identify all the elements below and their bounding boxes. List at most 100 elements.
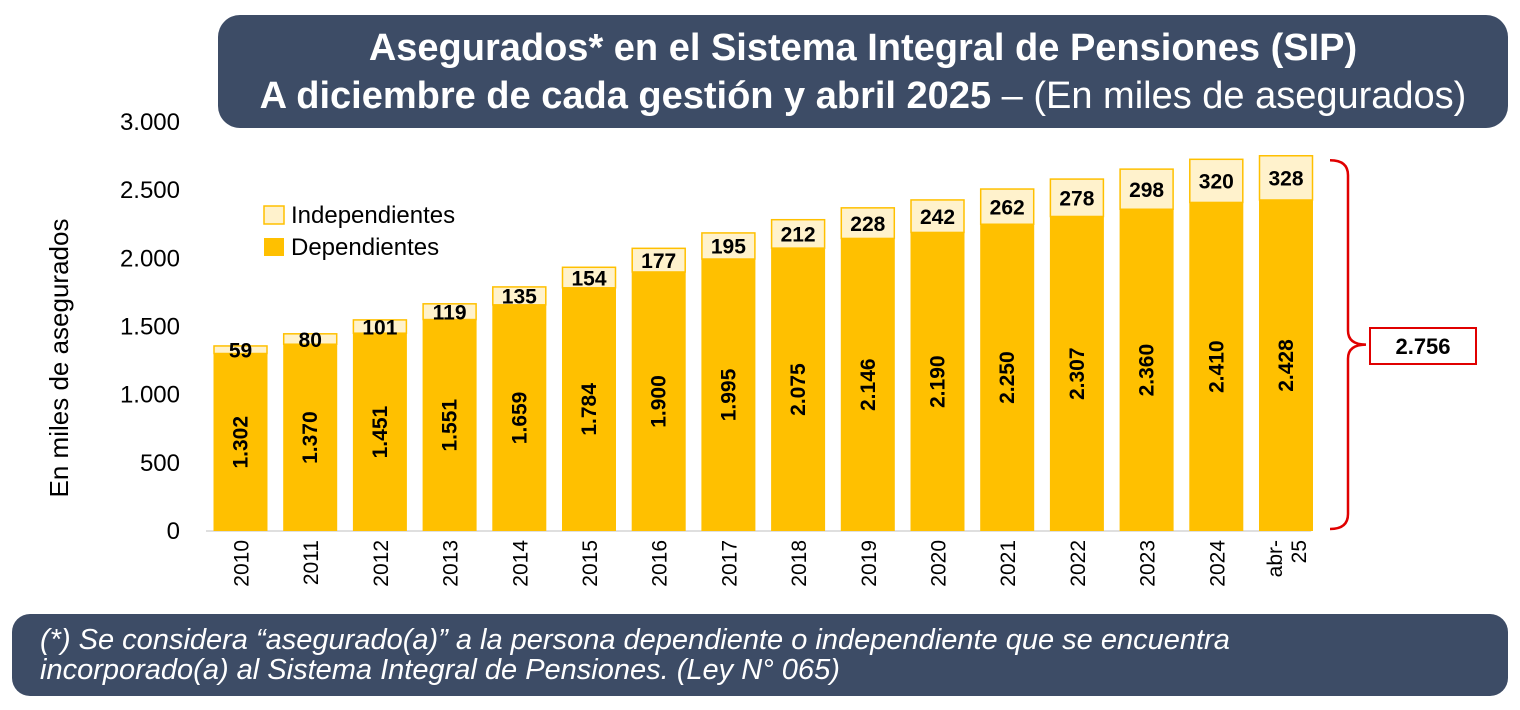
bar-dependientes <box>631 271 686 531</box>
bar-independientes <box>352 319 408 334</box>
bar-independientes <box>1049 178 1105 218</box>
data-label-dependientes: 1.451 <box>369 405 392 458</box>
data-label-dependientes: 1.370 <box>299 411 322 464</box>
data-label-dependientes: 1.784 <box>578 383 601 436</box>
bar-dependientes <box>1049 216 1104 531</box>
data-label-independientes: 154 <box>571 267 606 290</box>
x-tick-label: 2016 <box>649 540 672 587</box>
bar-independientes <box>1189 158 1244 204</box>
data-label-independientes: 298 <box>1129 179 1164 202</box>
x-tick-label: 2018 <box>788 540 811 587</box>
bar-independientes <box>701 232 756 260</box>
x-tick-label: 2021 <box>997 540 1020 587</box>
data-label-independientes: 212 <box>781 224 816 247</box>
data-label-dependientes: 2.250 <box>996 351 1019 404</box>
bar-dependientes <box>562 287 616 531</box>
bar-independientes <box>979 188 1035 226</box>
y-tick-label: 500 <box>140 450 180 477</box>
data-label-independientes: 262 <box>990 196 1025 219</box>
y-tick-label: 0 <box>167 518 180 545</box>
stacked-bar-chart: 0 500 1.000 1.500 2.000 2.500 3.000 En miles de… <box>44 109 1477 587</box>
bar-dependientes <box>1119 209 1174 531</box>
bar-dependientes <box>352 333 407 531</box>
y-tick-label: 1.000 <box>120 382 180 409</box>
data-label-dependientes: 2.360 <box>1136 344 1159 397</box>
data-label-independientes: 278 <box>1059 188 1094 211</box>
total-annotation-label: 2.756 <box>1395 334 1450 359</box>
bar-independientes <box>492 286 547 306</box>
x-tick-label: 2012 <box>370 540 393 587</box>
x-tick-label: 2013 <box>440 540 463 587</box>
bar-dependientes <box>213 353 268 531</box>
total-bracket <box>1329 159 1367 531</box>
footnote-line2: incorporado(a) al Sistema Integral de Pe… <box>40 654 840 686</box>
total-annotation-box <box>1369 327 1477 365</box>
x-tick-label: 2023 <box>1137 540 1160 587</box>
x-tick-label: abr- <box>1264 540 1287 577</box>
chart-title-line2-bold: A diciembre de cada gestión y abril 2025 <box>259 75 992 117</box>
bar-dependientes <box>701 259 756 531</box>
footnote-banner: (*) Se considera “asegurado(a)” a la per… <box>12 614 1508 696</box>
bar-independientes <box>631 247 686 273</box>
bar-independientes <box>1119 168 1174 211</box>
x-tick-label: 2019 <box>858 540 881 587</box>
legend-label-dependientes: Dependientes <box>291 234 439 261</box>
data-label-independientes: 242 <box>920 206 955 229</box>
footnote-line1: (*) Se considera “asegurado(a)” a la per… <box>40 624 1230 656</box>
data-label-independientes: 228 <box>850 213 885 236</box>
data-label-independientes: 119 <box>433 301 467 324</box>
y-tick-label: 1.500 <box>120 314 180 341</box>
data-label-independientes: 328 <box>1268 168 1303 191</box>
x-tick-label: 2015 <box>579 540 602 587</box>
y-tick-label: 2.000 <box>120 245 180 272</box>
data-label-independientes: 320 <box>1199 171 1234 194</box>
data-label-independientes: 101 <box>362 316 397 339</box>
x-tick-label: 2014 <box>509 540 532 587</box>
bar-dependientes <box>840 238 895 532</box>
bar-independientes <box>910 199 965 234</box>
data-label-dependientes: 2.146 <box>857 358 880 411</box>
x-tick-label: 2022 <box>1067 540 1090 587</box>
bar-dependientes <box>910 232 965 531</box>
y-tick-label: 2.500 <box>120 177 180 204</box>
chart-title-line2: A diciembre de cada gestión y abril 2025… <box>218 73 1508 119</box>
data-label-dependientes: 2.410 <box>1205 340 1228 393</box>
x-tick-label: 2017 <box>718 540 741 587</box>
bar-dependientes <box>422 319 477 531</box>
data-label-dependientes: 2.190 <box>927 355 950 408</box>
title-banner: Asegurados* en el Sistema Integral de Pe… <box>218 15 1508 128</box>
x-tick-label: 2010 <box>231 540 254 587</box>
data-label-dependientes: 1.551 <box>439 399 462 452</box>
x-tick-label: 2020 <box>928 540 951 587</box>
bar-independientes <box>561 266 617 289</box>
x-tick-label: 2024 <box>1206 540 1229 587</box>
legend-label-independientes: Independientes <box>291 202 455 229</box>
bar-independientes <box>213 345 268 355</box>
bar-dependientes <box>980 224 1035 531</box>
data-label-independientes: 195 <box>711 236 746 259</box>
chart-title-line1: Asegurados* en el Sistema Integral de Pe… <box>368 27 1358 69</box>
y-axis-label: En miles de asegurados <box>44 219 74 498</box>
data-label-independientes: 80 <box>299 329 322 352</box>
x-tick-label: 2011 <box>300 540 323 585</box>
bar-dependientes <box>492 304 547 531</box>
chart-title-line2-rest: – (En miles de asegurados) <box>991 75 1467 117</box>
data-label-dependientes: 2.075 <box>787 363 810 416</box>
x-tick-label: 25 <box>1288 540 1311 563</box>
bar-dependientes <box>1189 202 1244 532</box>
bar-independientes <box>770 218 826 249</box>
legend-swatch-dependientes <box>264 238 284 256</box>
data-label-dependientes: 1.659 <box>508 392 531 445</box>
data-label-independientes: 135 <box>502 286 537 309</box>
data-label-independientes: 59 <box>229 339 252 362</box>
data-label-dependientes: 1.995 <box>717 368 740 421</box>
y-tick-label: 3.000 <box>120 109 180 136</box>
bar-independientes <box>1258 155 1314 201</box>
legend-swatch-independientes <box>263 205 285 225</box>
bar-dependientes <box>283 344 338 531</box>
bar-dependientes <box>1259 199 1313 531</box>
data-label-dependientes: 2.428 <box>1275 339 1298 392</box>
bar-independientes <box>840 207 896 240</box>
data-label-dependientes: 1.900 <box>648 375 671 428</box>
data-label-dependientes: 1.302 <box>230 416 253 469</box>
